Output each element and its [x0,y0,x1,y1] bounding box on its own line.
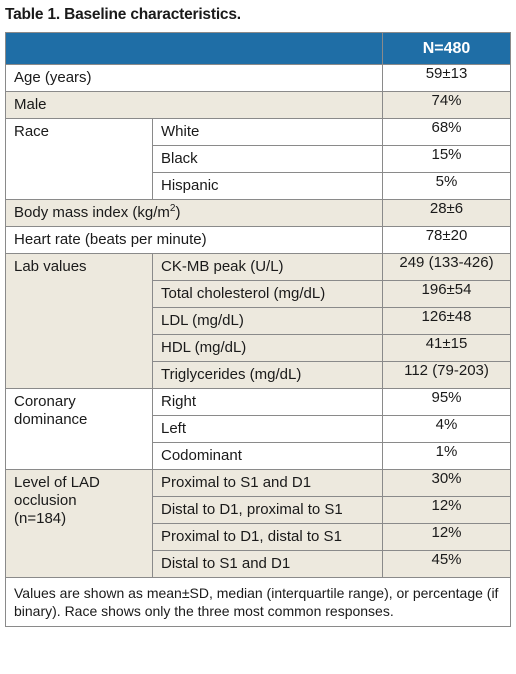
row-value: 196±54 [382,280,511,308]
table-row: LDL (mg/dL) 126±48 [6,307,511,335]
sub-label: Triglycerides (mg/dL) [152,361,383,389]
sub-label: CK-MB peak (U/L) [152,253,383,281]
row-value: 112 (79-203) [382,361,511,389]
sub-label: Codominant [152,442,383,470]
row-value: 68% [382,118,511,146]
row-label: Age (years) [5,64,383,92]
row-value: 12% [382,496,511,524]
lad-label-line3: (n=184) [14,510,67,527]
sub-label: HDL (mg/dL) [152,334,383,362]
group-label-lab: Lab values [5,253,153,389]
sub-label: Total cholesterol (mg/dL) [152,280,383,308]
table-row: Level of LAD occlusion (n=184) Proximal to… [5,469,511,578]
group-label-dominance: Coronary dominance [5,388,153,470]
group-label-race: Race [5,118,153,200]
sub-label: Proximal to S1 and D1 [152,469,383,497]
bmi-label-sup: 2 [169,203,176,214]
table-row: Age (years) 59±13 [5,64,511,92]
table-row: Heart rate (beats per minute) 78±20 [5,226,511,254]
table-row: Distal to D1, proximal to S1 12% [6,496,511,524]
table-row: Race White 68% [5,118,511,200]
row-value: 1% [382,442,511,470]
table-row: Lab values CK-MB peak (U/L) 249 (133-426… [5,253,511,389]
lad-label-line1: Level of LAD [14,474,100,491]
sub-label: Distal to D1, proximal to S1 [152,496,383,524]
row-value: 41±15 [382,334,511,362]
table-row: Body mass index (kg/m2) 28±6 [5,199,511,227]
table-row: Proximal to D1, distal to S1 12% [6,523,511,551]
table-row: Left 4% [6,415,511,443]
sub-label: Hispanic [152,172,383,200]
sub-label: Left [152,415,383,443]
bmi-label-close: ) [175,204,181,221]
table-row: Black 15% [6,145,511,173]
row-value: 249 (133-426) [382,253,511,281]
row-label: Heart rate (beats per minute) [5,226,383,254]
sub-label: Proximal to D1, distal to S1 [152,523,383,551]
table-title: Table 1. Baseline characteristics. [5,6,241,23]
table-row: Coronary dominance Right 95% [5,388,511,470]
row-value: 4% [382,415,511,443]
table-row: Male 74% [5,91,511,119]
table-row: Total cholesterol (mg/dL) 196±54 [6,280,511,308]
table-row: Codominant 1% [6,442,511,470]
row-value: 95% [382,388,511,416]
row-value: 126±48 [382,307,511,335]
row-label: Body mass index (kg/m2) [5,199,383,227]
row-value: 28±6 [382,199,511,227]
row-value: 45% [382,550,511,578]
row-value: 59±13 [382,64,511,92]
header-label-cell [5,32,383,65]
row-value: 15% [382,145,511,173]
row-label: Male [5,91,383,119]
footnote: Values are shown as mean±SD, median (int… [5,577,511,627]
bmi-label-text: Body mass index (kg/m [14,204,170,221]
sub-label: Right [152,388,383,416]
sub-label: Distal to S1 and D1 [152,550,383,578]
group-label-lad: Level of LAD occlusion (n=184) [5,469,153,578]
row-value: 74% [382,91,511,119]
footnote-row: Values are shown as mean±SD, median (int… [5,577,511,627]
sub-label: Black [152,145,383,173]
dominance-label-line2: dominance [14,411,88,428]
header-row: N=480 [5,32,511,65]
sub-label: LDL (mg/dL) [152,307,383,335]
lad-label-line2: occlusion [14,492,77,509]
table-row: Distal to S1 and D1 45% [6,550,511,578]
row-value: 78±20 [382,226,511,254]
row-value: 30% [382,469,511,497]
baseline-characteristics-table: N=480 Age (years) 59±13 Male 74% Race Wh… [5,32,511,627]
row-value: 12% [382,523,511,551]
dominance-label-line1: Coronary [14,393,76,410]
row-value: 5% [382,172,511,200]
sub-label: White [152,118,383,146]
table-row: HDL (mg/dL) 41±15 [6,334,511,362]
header-n-cell: N=480 [382,32,511,65]
